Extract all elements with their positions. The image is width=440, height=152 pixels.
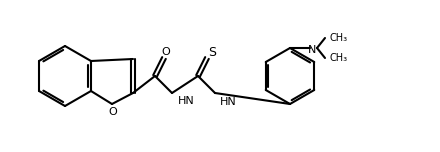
Text: S: S [208,45,216,59]
Text: CH₃: CH₃ [330,53,348,63]
Text: HN: HN [178,96,195,106]
Text: O: O [161,47,170,57]
Text: CH₃: CH₃ [330,33,348,43]
Text: N: N [308,45,316,55]
Text: HN: HN [220,97,237,107]
Text: O: O [109,107,117,117]
